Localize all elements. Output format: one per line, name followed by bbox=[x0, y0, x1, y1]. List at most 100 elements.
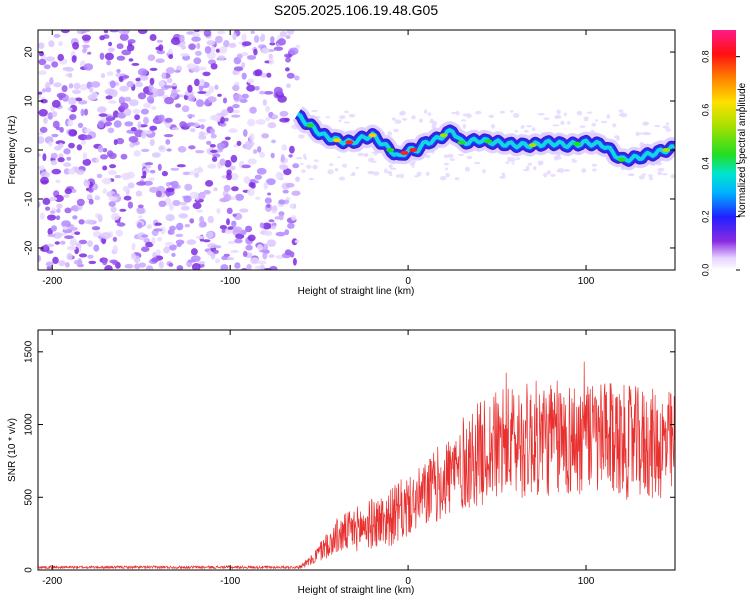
spectrogram-noise-blob bbox=[195, 99, 205, 107]
spectrogram-noise-blob bbox=[213, 245, 222, 249]
spectrogram-noise-blob bbox=[156, 39, 164, 43]
spectrogram-noise-blob bbox=[48, 40, 55, 48]
spectrogram-noise-blob bbox=[198, 84, 204, 92]
spectrogram-noise-blob bbox=[54, 241, 60, 245]
spectrogram-scatter-blob bbox=[339, 176, 345, 181]
spectrogram-noise-blob bbox=[195, 150, 205, 154]
spectrogram-noise-blob bbox=[145, 165, 152, 169]
spectrogram-noise-blob bbox=[155, 190, 162, 198]
spectrogram-scatter-blob bbox=[543, 172, 548, 178]
spectrogram-noise-blob bbox=[197, 118, 207, 123]
spectrogram-noise-blob bbox=[230, 249, 239, 254]
spectrogram-noise-blob bbox=[204, 98, 210, 106]
spectrogram-scatter-blob bbox=[657, 171, 663, 176]
spectrogram-noise-blob bbox=[277, 90, 283, 96]
spectrogram-noise-blob bbox=[226, 106, 234, 114]
spectrogram-noise-blob bbox=[292, 257, 297, 266]
spectrogram-noise-blob bbox=[186, 239, 197, 245]
spectrogram-noise-blob bbox=[152, 88, 158, 93]
spectrogram-noise-blob bbox=[140, 108, 149, 115]
spectrogram-noise-blob bbox=[241, 72, 247, 80]
spectrogram-noise-blob bbox=[103, 30, 109, 34]
spectrogram-noise-blob bbox=[192, 202, 202, 210]
spectrogram-noise-blob bbox=[158, 200, 167, 207]
spectrogram-noise-blob bbox=[207, 215, 214, 224]
spectrogram-scatter-blob bbox=[670, 174, 675, 179]
spectrogram-scatter-blob bbox=[363, 153, 369, 157]
spectrogram-noise-blob bbox=[199, 79, 205, 87]
spectrogram-noise-blob bbox=[40, 176, 49, 185]
snr-panel: -200 -100 0 100 0 500 1000 1500 Height of stra… bbox=[7, 329, 676, 596]
spectrogram-noise-blob bbox=[55, 179, 61, 184]
spectrogram-scatter-blob bbox=[394, 119, 402, 124]
spectrogram-noise-blob bbox=[247, 158, 257, 165]
spectrogram-noise-blob bbox=[100, 73, 106, 79]
spectrogram-noise-blob bbox=[200, 124, 205, 130]
spectrogram-scatter-blob bbox=[423, 109, 428, 114]
spectrogram-scatter-blob bbox=[501, 172, 506, 178]
spectrogram-noise-blob bbox=[101, 177, 112, 185]
spectrogram-scatter-blob bbox=[461, 119, 467, 122]
spectrogram-noise-blob bbox=[247, 188, 255, 197]
spectrogram-noise-blob bbox=[157, 237, 163, 242]
spectrogram-scatter-blob bbox=[445, 173, 450, 178]
spectrogram-noise-blob bbox=[149, 169, 156, 174]
spectrogram-noise-blob bbox=[43, 244, 49, 252]
spectrogram-noise-blob bbox=[177, 146, 187, 153]
x-tick-label: -100 bbox=[220, 276, 240, 287]
spectrogram-noise-blob bbox=[122, 75, 130, 79]
spectrogram-noise-blob bbox=[88, 260, 97, 265]
spectrogram-noise-blob bbox=[77, 122, 84, 129]
colorbar-ticks: 0.0 0.2 0.4 0.6 0.8 bbox=[700, 50, 740, 276]
spectrogram-noise-blob bbox=[61, 220, 71, 228]
spectrogram-noise-blob bbox=[45, 87, 52, 93]
spectrogram-scatter-blob bbox=[563, 112, 567, 117]
colorbar-gradient bbox=[712, 30, 736, 270]
spectrogram-noise-blob bbox=[167, 229, 175, 235]
spectrogram-noise-blob bbox=[196, 209, 204, 213]
spectrogram-noise-blob bbox=[64, 235, 74, 240]
spectrogram-noise-blob bbox=[164, 117, 173, 123]
spectrogram-noise-blob bbox=[90, 81, 101, 88]
spectrogram-noise-blob bbox=[112, 245, 118, 253]
spectrogram-x-axis-label: Height of straight line (km) bbox=[298, 286, 415, 297]
spectrogram-noise-blob bbox=[270, 36, 275, 44]
spectrogram-noise-blob bbox=[166, 187, 175, 193]
spectrogram-noise-blob bbox=[247, 118, 256, 127]
spectrogram-noise-blob bbox=[39, 126, 48, 133]
spectrogram-noise-blob bbox=[226, 207, 233, 214]
y-tick-label: 1500 bbox=[24, 340, 35, 363]
spectrogram-noise-blob bbox=[49, 196, 58, 201]
spectrogram-noise-blob bbox=[270, 152, 275, 159]
spectrogram-noise-blob bbox=[158, 114, 165, 122]
spectrogram-noise-blob bbox=[157, 163, 162, 171]
colorbar-tick-label: 0.4 bbox=[700, 157, 710, 170]
spectrogram-scatter-blob bbox=[591, 168, 597, 172]
spectrogram-noise-blob bbox=[215, 35, 223, 44]
spectrogram-scatter-blob bbox=[388, 164, 393, 169]
spectrogram-noise-blob bbox=[221, 228, 226, 233]
spectrogram-noise-blob bbox=[206, 40, 216, 46]
spectrogram-noise-blob bbox=[227, 240, 235, 245]
spectrogram-noise-blob bbox=[184, 183, 193, 191]
spectrogram-scatter-blob bbox=[327, 169, 334, 175]
spectrogram-noise-blob bbox=[175, 103, 182, 108]
spectrogram-noise-blob bbox=[257, 260, 267, 265]
spectrogram-scatter-blob bbox=[531, 127, 536, 132]
spectrogram-noise-blob bbox=[87, 254, 94, 259]
spectrogram-noise-blob bbox=[96, 173, 103, 179]
spectrogram-noise-blob bbox=[55, 126, 61, 131]
spectrogram-noise-blob bbox=[99, 52, 105, 60]
spectrogram-noise-blob bbox=[105, 95, 113, 100]
spectrogram-noise-blob bbox=[145, 265, 154, 270]
spectrogram-scatter-blob bbox=[618, 109, 624, 113]
spectrogram-noise-blob bbox=[102, 148, 108, 153]
spectrogram-noise-blob bbox=[97, 214, 103, 223]
spectrogram-noise-blob bbox=[87, 94, 97, 101]
spectrogram-scatter-blob bbox=[513, 113, 520, 118]
spectrogram-noise-blob bbox=[171, 83, 178, 87]
spectrogram-noise-blob bbox=[206, 231, 214, 239]
spectrogram-noise-blob bbox=[241, 164, 251, 169]
spectrogram-noise-blob bbox=[239, 208, 249, 213]
